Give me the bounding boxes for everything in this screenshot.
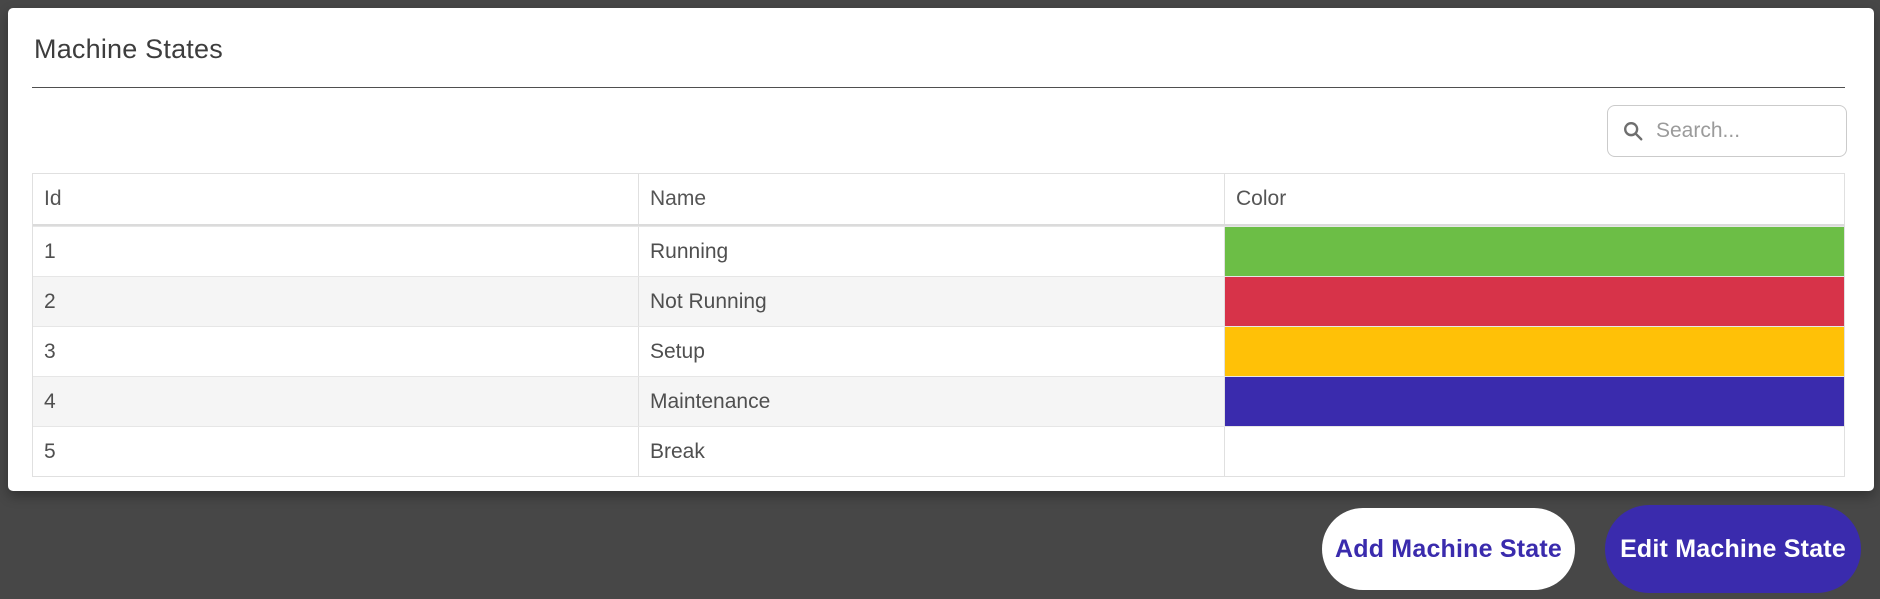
cell-name: Running	[638, 227, 1224, 276]
cell-color	[1224, 377, 1844, 426]
cell-color	[1224, 327, 1844, 376]
table-header-row: Id Name Color	[33, 174, 1844, 226]
table-row[interactable]: 2 Not Running	[33, 276, 1844, 326]
color-swatch	[1225, 227, 1844, 276]
column-header-color[interactable]: Color	[1224, 174, 1844, 224]
cell-id: 3	[44, 339, 56, 363]
color-swatch	[1225, 327, 1844, 376]
color-swatch	[1225, 277, 1844, 326]
cell-color	[1224, 227, 1844, 276]
color-swatch	[1225, 377, 1844, 426]
table-row[interactable]: 5 Break	[33, 426, 1844, 476]
cell-color	[1224, 277, 1844, 326]
cell-name: Not Running	[638, 277, 1224, 326]
column-header-id[interactable]: Id	[44, 187, 62, 210]
edit-machine-state-button[interactable]: Edit Machine State	[1605, 505, 1861, 593]
add-machine-state-button[interactable]: Add Machine State	[1322, 508, 1575, 590]
machine-states-card: Machine States Id Name Color 1 Running 2…	[8, 8, 1874, 491]
cell-id: 1	[44, 239, 56, 263]
title-divider	[32, 87, 1845, 88]
column-header-name[interactable]: Name	[638, 174, 1224, 224]
table-row[interactable]: 4 Maintenance	[33, 376, 1844, 426]
table-row[interactable]: 3 Setup	[33, 326, 1844, 376]
search-input[interactable]	[1656, 119, 1832, 143]
search-icon	[1624, 122, 1643, 141]
table-row[interactable]: 1 Running	[33, 226, 1844, 276]
cell-id: 4	[44, 389, 56, 413]
footer-action-bar: Add Machine State Edit Machine State	[0, 491, 1880, 599]
color-swatch	[1225, 427, 1844, 476]
cell-name: Break	[638, 427, 1224, 476]
machine-states-table: Id Name Color 1 Running 2 Not Running 3 …	[32, 173, 1845, 477]
cell-id: 5	[44, 439, 56, 463]
cell-name: Setup	[638, 327, 1224, 376]
cell-name: Maintenance	[638, 377, 1224, 426]
cell-id: 2	[44, 289, 56, 313]
search-box[interactable]	[1607, 105, 1847, 157]
page-title: Machine States	[34, 34, 223, 64]
cell-color	[1224, 427, 1844, 476]
